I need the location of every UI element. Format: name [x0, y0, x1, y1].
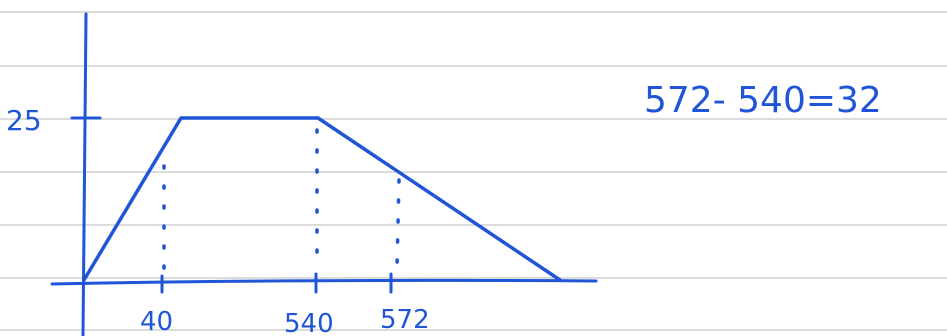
calculation-text: 572- 540=32 — [644, 80, 882, 121]
ruled-lines — [0, 11, 947, 331]
x-axis — [50, 278, 598, 286]
y-label-25: 25 — [6, 104, 42, 137]
trapezoid-curve — [82, 116, 562, 282]
y-axis — [81, 12, 88, 336]
x-label-40: 40 — [140, 307, 173, 336]
x-label-572: 572 — [380, 305, 430, 335]
x-label-540: 540 — [284, 309, 334, 336]
dotted-line-572 — [395, 178, 401, 270]
